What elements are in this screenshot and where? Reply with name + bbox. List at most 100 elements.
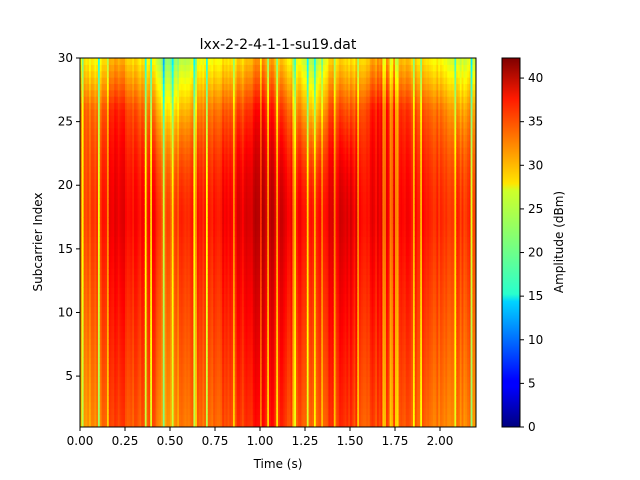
heatmap-cell [132, 357, 135, 364]
heatmap-cell [121, 363, 124, 371]
heatmap-cell [112, 312, 115, 320]
heatmap-cell [166, 357, 169, 364]
heatmap-cell [168, 369, 171, 377]
heatmap-cell [119, 102, 122, 110]
heatmap-cell [157, 217, 160, 225]
heatmap-cell [216, 414, 220, 422]
heatmap-cell [200, 153, 203, 161]
heatmap-cell [143, 159, 146, 167]
heatmap-cell [213, 64, 216, 72]
heatmap-cell [193, 147, 196, 155]
heatmap-cell [184, 70, 187, 78]
heatmap-cell [225, 197, 229, 205]
heatmap-cell [89, 185, 92, 193]
heatmap-cell [229, 287, 232, 294]
heatmap-cell [200, 274, 203, 282]
heatmap-cell [128, 382, 131, 390]
heatmap-cell [204, 64, 207, 72]
heatmap-cell [141, 395, 144, 403]
heatmap-cell [112, 96, 115, 104]
heatmap-cell [198, 223, 202, 231]
heatmap-cell [195, 147, 198, 155]
heatmap-cell [105, 134, 108, 142]
heatmap-cell [83, 242, 86, 250]
heatmap-cell [146, 344, 149, 352]
heatmap-cell [180, 280, 184, 288]
heatmap-cell [157, 280, 160, 288]
heatmap-cell [231, 420, 234, 427]
heatmap-cell [81, 223, 85, 231]
heatmap-cell [132, 159, 135, 167]
heatmap-cell [99, 89, 103, 97]
heatmap-cell [186, 217, 189, 225]
heatmap-cell [137, 369, 140, 377]
heatmap-cell [184, 236, 187, 244]
heatmap-cell [110, 89, 113, 97]
heatmap-cell [121, 407, 124, 415]
heatmap-cells [80, 58, 476, 427]
heatmap-cell [117, 344, 121, 352]
heatmap-cell [179, 159, 182, 167]
heatmap-cell [216, 70, 220, 78]
heatmap-cell [107, 388, 110, 396]
heatmap-cell [198, 77, 202, 85]
heatmap-cell [155, 121, 158, 129]
heatmap-cell [231, 115, 234, 123]
heatmap-cell [135, 350, 139, 358]
heatmap-cell [180, 134, 184, 142]
heatmap-cell [233, 261, 236, 269]
heatmap-cell [89, 363, 92, 371]
heatmap-cell [202, 178, 205, 186]
heatmap-cell [179, 236, 182, 244]
heatmap-cell [215, 401, 218, 409]
heatmap-cell [108, 108, 112, 116]
heatmap-cell [89, 89, 92, 97]
heatmap-cell [116, 287, 119, 294]
heatmap-cell [200, 369, 203, 377]
heatmap-cell [227, 344, 230, 352]
heatmap-cell [135, 395, 139, 403]
heatmap-cell [89, 357, 92, 364]
heatmap-cell [87, 159, 90, 167]
heatmap-cell [180, 267, 184, 275]
heatmap-cell [103, 108, 106, 116]
heatmap-cell [162, 229, 166, 237]
heatmap-cell [191, 70, 194, 78]
heatmap-cell [209, 414, 212, 422]
heatmap-cell [168, 401, 171, 409]
heatmap-cell [166, 248, 169, 256]
heatmap-cell [107, 414, 110, 422]
heatmap-cell [90, 172, 94, 180]
heatmap-cell [126, 197, 130, 205]
heatmap-cell [222, 115, 225, 123]
heatmap-cell [94, 172, 97, 180]
heatmap-cell [198, 388, 202, 396]
heatmap-cell [81, 344, 85, 352]
heatmap-cell [170, 274, 173, 282]
heatmap-cell [121, 83, 124, 91]
heatmap-cell [173, 357, 176, 364]
heatmap-cell [148, 204, 151, 212]
heatmap-cell [184, 147, 187, 155]
heatmap-cell [141, 115, 144, 123]
heatmap-cell [94, 248, 97, 256]
heatmap-cell [191, 369, 194, 377]
heatmap-cell [224, 337, 227, 345]
heatmap-cell [202, 376, 205, 384]
heatmap-cell [132, 236, 135, 244]
heatmap-cell [116, 280, 119, 288]
heatmap-cell [85, 395, 88, 403]
heatmap-cell [117, 369, 121, 377]
heatmap-cell [141, 166, 144, 174]
heatmap-cell [215, 293, 218, 301]
heatmap-cell [96, 127, 99, 135]
heatmap-cell [179, 185, 182, 193]
heatmap-cell [213, 287, 216, 294]
heatmap-cell [119, 414, 122, 422]
heatmap-cell [143, 185, 146, 193]
heatmap-cell [180, 293, 184, 301]
heatmap-cell [112, 197, 115, 205]
heatmap-cell [162, 350, 166, 358]
heatmap-cell [213, 121, 216, 129]
heatmap-cell [191, 274, 194, 282]
